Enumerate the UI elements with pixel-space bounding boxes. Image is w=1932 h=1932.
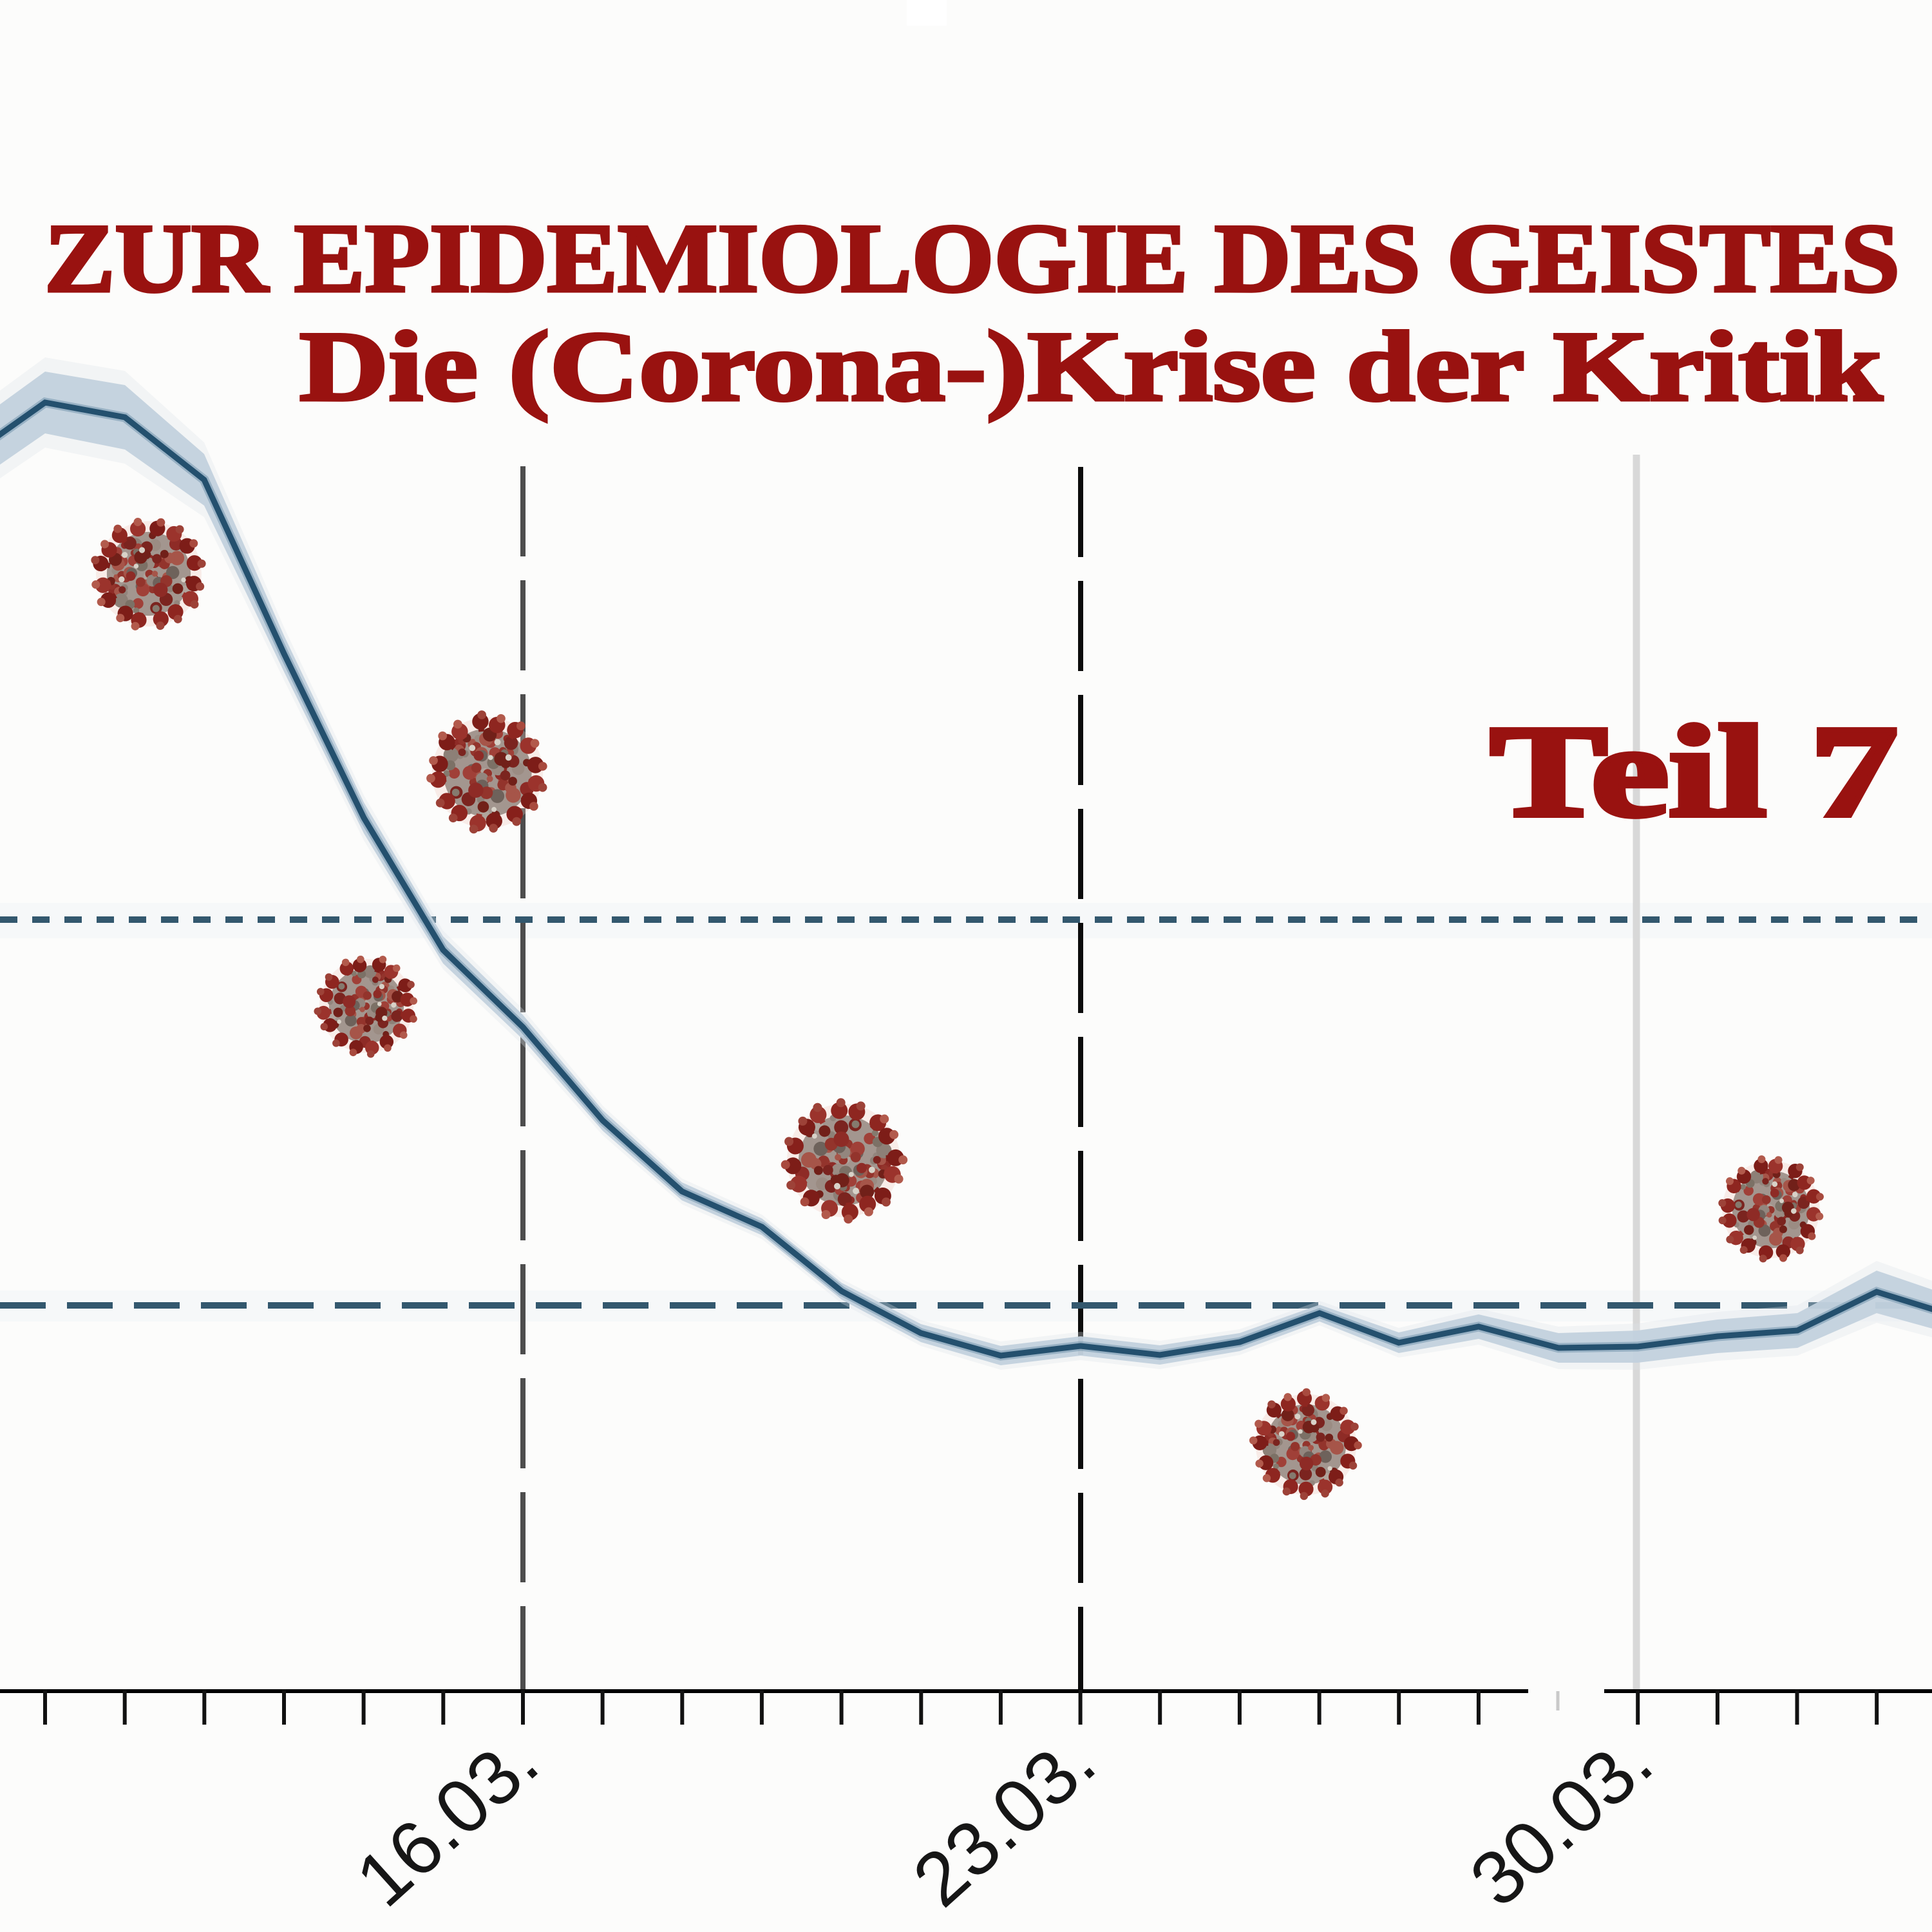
svg-text:ZUR EPIDEMIOLOGIE DES GEISTES: ZUR EPIDEMIOLOGIE DES GEISTES <box>44 204 1900 312</box>
svg-text:Teil 7: Teil 7 <box>1490 699 1898 844</box>
svg-text:Die (Corona-)Krise der Kritik: Die (Corona-)Krise der Kritik <box>299 311 1882 422</box>
